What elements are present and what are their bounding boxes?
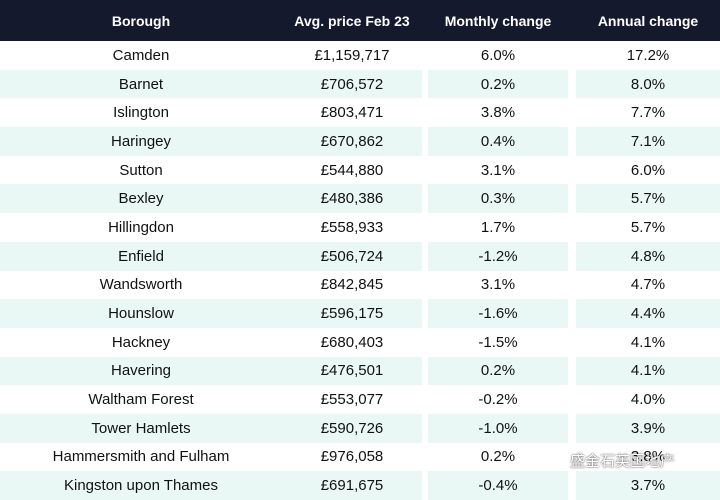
cell-avg-price: £670,862 <box>282 127 422 156</box>
cell-annual-change: 17.2% <box>626 46 670 64</box>
cell-borough: Kingston upon Thames <box>0 471 282 500</box>
cell-monthly-change: 1.7% <box>480 218 516 236</box>
cell-annual-change: 4.1% <box>576 356 720 386</box>
cell-annual-change: 4.8% <box>576 241 720 271</box>
table-row: Hounslow £596,175 -1.6% 4.4% <box>0 299 720 328</box>
cell-avg-price: £506,724 <box>282 241 422 271</box>
table-row: Barnet £706,572 0.2% 8.0% <box>0 69 720 99</box>
table-row: Sutton £544,880 3.1% 6.0% <box>0 155 720 185</box>
cell-annual-change: 3.9% <box>576 413 720 443</box>
cell-annual-change: 5.7% <box>630 218 666 236</box>
cell-borough: Hammersmith and Fulham <box>52 448 230 466</box>
cell-borough: Bexley <box>0 184 282 214</box>
table-row: Camden £1,159,717 6.0% 17.2% <box>0 41 720 70</box>
cell-annual-change: 7.7% <box>630 104 666 122</box>
table-row: Bexley £480,386 0.3% 5.7% <box>0 184 720 214</box>
cell-borough: Hackney <box>111 333 171 351</box>
cell-avg-price: £680,403 <box>320 333 384 351</box>
cell-avg-price: £842,845 <box>320 276 384 294</box>
table-row: Haringey £670,862 0.4% 7.1% <box>0 127 720 156</box>
header-annual-change: Annual change <box>597 12 699 29</box>
cell-monthly-change: 3.1% <box>480 276 516 294</box>
cell-monthly-change: 0.4% <box>428 127 568 156</box>
cell-annual-change: 6.0% <box>630 161 666 179</box>
cell-avg-price: £596,175 <box>282 299 422 328</box>
cell-borough: Hounslow <box>0 299 282 328</box>
cell-monthly-change: -1.0% <box>428 413 568 443</box>
cell-monthly-change: -0.2% <box>478 391 518 409</box>
cell-annual-change: 4.1% <box>630 333 666 351</box>
cell-monthly-change: -1.6% <box>428 299 568 328</box>
cell-avg-price: £553,077 <box>320 391 384 409</box>
cell-annual-change: 4.0% <box>630 391 666 409</box>
cell-borough: Barnet <box>0 69 282 99</box>
header-monthly-change: Monthly change <box>444 12 552 29</box>
cell-borough: Islington <box>113 104 169 122</box>
cell-borough: Hillingdon <box>108 218 174 236</box>
cell-borough: Camden <box>112 46 170 64</box>
header-avg-price: Avg. price Feb 23 <box>294 12 410 29</box>
cell-annual-change: 5.7% <box>576 184 720 214</box>
cell-avg-price: £558,933 <box>320 218 384 236</box>
cell-monthly-change: 0.2% <box>428 356 568 386</box>
table-row: Enfield £506,724 -1.2% 4.8% <box>0 241 720 271</box>
table-row: Hackney £680,403 -1.5% 4.1% <box>0 327 720 357</box>
cell-annual-change: 4.4% <box>576 299 720 328</box>
wechat-icon <box>538 451 564 470</box>
cell-annual-change: 8.0% <box>576 69 720 99</box>
watermark: 盛金石英国地产 <box>538 450 675 471</box>
cell-monthly-change: -1.5% <box>478 333 518 351</box>
cell-monthly-change: 3.8% <box>480 104 516 122</box>
table-row: Islington £803,471 3.8% 7.7% <box>0 98 720 128</box>
cell-monthly-change: 6.0% <box>480 46 516 64</box>
cell-avg-price: £976,058 <box>320 448 384 466</box>
table-row: Tower Hamlets £590,726 -1.0% 3.9% <box>0 413 720 443</box>
table-body: Camden £1,159,717 6.0% 17.2% Barnet £706,572 0… <box>0 41 720 500</box>
cell-borough: Enfield <box>0 241 282 271</box>
cell-monthly-change: 0.2% <box>480 448 516 466</box>
cell-borough: Sutton <box>119 161 163 179</box>
header-borough: Borough <box>111 12 171 29</box>
cell-annual-change: 7.1% <box>576 127 720 156</box>
cell-borough: Waltham Forest <box>88 391 194 409</box>
cell-borough: Tower Hamlets <box>0 413 282 443</box>
table-row: Kingston upon Thames £691,675 -0.4% 3.7% <box>0 471 720 500</box>
cell-avg-price: £803,471 <box>320 104 384 122</box>
cell-borough: Havering <box>0 356 282 386</box>
cell-monthly-change: -0.4% <box>428 471 568 500</box>
cell-avg-price: £691,675 <box>282 471 422 500</box>
cell-avg-price: £590,726 <box>282 413 422 443</box>
cell-avg-price: £706,572 <box>282 69 422 99</box>
table-row: Wandsworth £842,845 3.1% 4.7% <box>0 270 720 300</box>
cell-monthly-change: 3.1% <box>480 161 516 179</box>
table-row: Havering £476,501 0.2% 4.1% <box>0 356 720 386</box>
cell-annual-change: 3.8% <box>630 448 666 466</box>
cell-annual-change: 3.7% <box>576 471 720 500</box>
cell-annual-change: 4.7% <box>630 276 666 294</box>
table-row: Hillingdon £558,933 1.7% 5.7% <box>0 213 720 242</box>
cell-borough: Wandsworth <box>99 276 183 294</box>
cell-avg-price: £476,501 <box>282 356 422 386</box>
cell-avg-price: £480,386 <box>282 184 422 214</box>
table-header: Borough Avg. price Feb 23 Monthly change… <box>0 0 720 41</box>
cell-monthly-change: -1.2% <box>428 241 568 271</box>
cell-avg-price: £1,159,717 <box>314 46 390 64</box>
table-row: Hammersmith and Fulham £976,058 0.2% 3.8% <box>0 442 720 472</box>
cell-monthly-change: 0.2% <box>428 69 568 99</box>
cell-borough: Haringey <box>0 127 282 156</box>
watermark-text: 盛金石英国地产 <box>570 453 676 470</box>
cell-monthly-change: 0.3% <box>428 184 568 214</box>
table-row: Waltham Forest £553,077 -0.2% 4.0% <box>0 385 720 414</box>
cell-avg-price: £544,880 <box>320 161 384 179</box>
